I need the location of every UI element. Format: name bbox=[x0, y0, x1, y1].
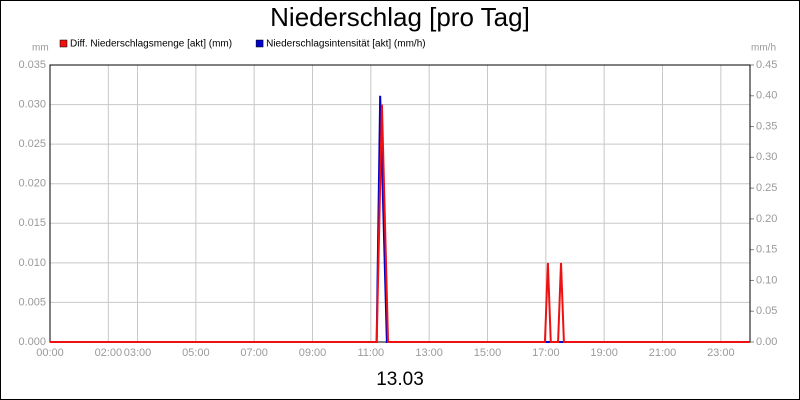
x-tick-label: 19:00 bbox=[590, 347, 618, 359]
x-tick-label: 13:00 bbox=[415, 347, 443, 359]
y-tick-label: 0.000 bbox=[18, 336, 46, 348]
x-tick-label: 21:00 bbox=[649, 347, 677, 359]
x-axis-label: 13.03 bbox=[376, 369, 424, 390]
y-axis-label: mm bbox=[32, 43, 49, 54]
x-tick-label: 15:00 bbox=[474, 347, 502, 359]
x-tick-label: 23:00 bbox=[707, 347, 735, 359]
y2-tick-label: 0.15 bbox=[756, 244, 777, 256]
y-tick-label: 0.015 bbox=[18, 217, 46, 229]
y2-tick-label: 0.25 bbox=[756, 182, 777, 194]
y2-tick-label: 0.40 bbox=[756, 90, 777, 102]
x-tick-label: 00:00 bbox=[36, 347, 64, 359]
y-tick-label: 0.005 bbox=[18, 296, 46, 308]
x-tick-label: 02:00 bbox=[95, 347, 123, 359]
x-tick-label: 17:00 bbox=[532, 347, 560, 359]
x-tick-label: 07:00 bbox=[240, 347, 268, 359]
legend-swatch bbox=[255, 39, 264, 48]
y2-tick-label: 0.30 bbox=[756, 151, 777, 163]
legend-label: Diff. Niederschlagsmenge [akt] (mm) bbox=[70, 39, 232, 50]
y-tick-label: 0.030 bbox=[18, 98, 46, 110]
y2-tick-label: 0.20 bbox=[756, 213, 777, 225]
y2-tick-label: 0.05 bbox=[756, 305, 777, 317]
y2-tick-label: 0.45 bbox=[756, 59, 777, 71]
x-tick-label: 05:00 bbox=[182, 347, 210, 359]
y2-axis-label: mm/h bbox=[751, 43, 776, 54]
legend-label: Niederschlagsintensität [akt] (mm/h) bbox=[266, 39, 426, 50]
x-tick-label: 11:00 bbox=[357, 347, 384, 359]
x-tick-label: 03:00 bbox=[124, 347, 152, 359]
series-line bbox=[50, 104, 750, 343]
y-tick-label: 0.025 bbox=[18, 138, 46, 150]
chart-title: Niederschlag [pro Tag] bbox=[270, 2, 530, 32]
y2-tick-label: 0.10 bbox=[756, 274, 777, 286]
x-tick-label: 09:00 bbox=[299, 347, 327, 359]
y2-tick-label: 0.00 bbox=[756, 336, 777, 348]
legend-swatch bbox=[59, 39, 68, 48]
y-tick-label: 0.010 bbox=[18, 257, 46, 269]
y2-tick-label: 0.35 bbox=[756, 120, 777, 132]
y-tick-label: 0.020 bbox=[18, 178, 46, 190]
y-tick-label: 0.035 bbox=[18, 59, 46, 71]
